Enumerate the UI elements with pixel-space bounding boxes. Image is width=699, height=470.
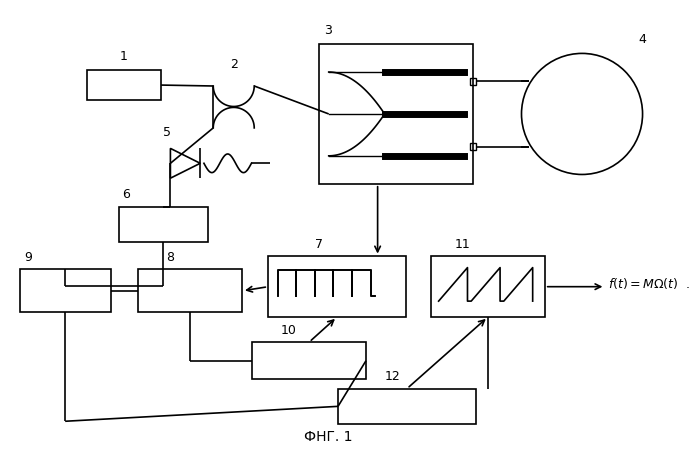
Text: 4: 4 [638,33,646,46]
Text: 3: 3 [324,24,332,37]
Text: 2: 2 [230,58,238,71]
Bar [431,257,545,317]
Text: 6: 6 [122,188,130,202]
Text: 5: 5 [163,126,171,139]
Bar [338,389,476,424]
Bar [319,44,473,184]
Text: 9: 9 [24,251,32,264]
Text: ФНГ. 1: ФНГ. 1 [304,430,352,444]
Bar [120,207,208,243]
Bar [470,143,476,150]
Text: 11: 11 [454,238,470,251]
Bar [268,257,406,317]
Bar [138,269,242,312]
Bar [87,70,161,100]
Text: 1: 1 [120,50,128,63]
Text: 12: 12 [384,370,401,383]
Text: 10: 10 [280,323,296,337]
Text: $f(t) = M\Omega(t)$  .: $f(t) = M\Omega(t)$ . [608,276,690,291]
Bar [20,269,111,312]
Text: 7: 7 [315,238,323,251]
Bar [470,78,476,85]
Bar [252,342,366,379]
Text: 8: 8 [166,251,174,264]
